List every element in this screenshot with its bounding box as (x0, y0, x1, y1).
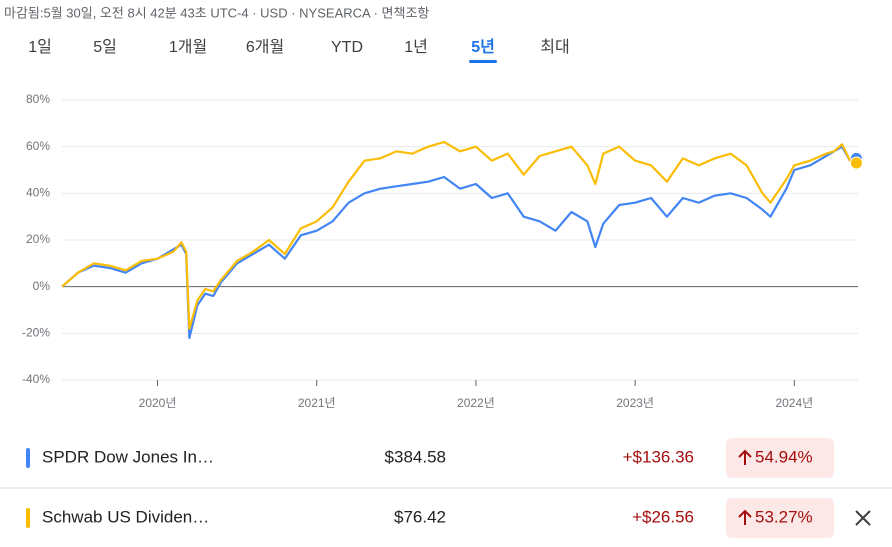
y-tick-label: 20% (26, 232, 50, 246)
close-icon[interactable] (855, 510, 871, 526)
x-tick-label: 2020년 (139, 396, 177, 410)
y-tick-label: 60% (26, 139, 50, 153)
tab[interactable]: 최대 (540, 38, 569, 56)
up-arrow (738, 449, 752, 465)
x-tick-label: 2023년 (616, 396, 654, 410)
y-tick-label: 80% (26, 92, 50, 106)
percent-badge (726, 438, 834, 478)
series-name[interactable]: SPDR Dow Jones In… (42, 447, 214, 466)
tab-underline (469, 60, 497, 63)
price: $76.42 (394, 507, 446, 526)
x-tick-label: 2022년 (457, 396, 495, 410)
percent: 54.94% (755, 447, 813, 466)
tab[interactable]: 1일 (28, 38, 52, 56)
change: +$26.56 (632, 507, 694, 526)
up-arrow (738, 509, 752, 525)
y-tick-label: 40% (26, 186, 50, 200)
series-swatch (26, 448, 30, 468)
status-line: 마감됨:5월 30일, 오전 8시 42분 43초 UTC-4 · USD · … (4, 5, 429, 20)
series-line (61, 140, 857, 330)
tab[interactable]: 1개월 (169, 38, 207, 56)
tab[interactable]: YTD (331, 39, 363, 56)
tab[interactable]: 5일 (93, 38, 117, 56)
price: $384.58 (385, 447, 446, 466)
x-tick-label: 2021년 (298, 396, 336, 410)
end-dot (849, 156, 863, 170)
y-tick-label: -20% (22, 326, 50, 340)
series-name[interactable]: Schwab US Dividen… (42, 507, 209, 526)
series-swatch (26, 508, 30, 528)
percent: 53.27% (755, 507, 813, 526)
tab[interactable]: 5년 (471, 37, 495, 56)
x-tick-label: 2024년 (775, 396, 813, 410)
tab[interactable]: 1년 (404, 38, 428, 56)
percent-badge (726, 498, 834, 538)
y-tick-label: -40% (22, 372, 50, 386)
tab[interactable]: 6개월 (246, 38, 284, 56)
y-tick-label: 0% (33, 279, 51, 293)
change: +$136.36 (623, 447, 694, 466)
